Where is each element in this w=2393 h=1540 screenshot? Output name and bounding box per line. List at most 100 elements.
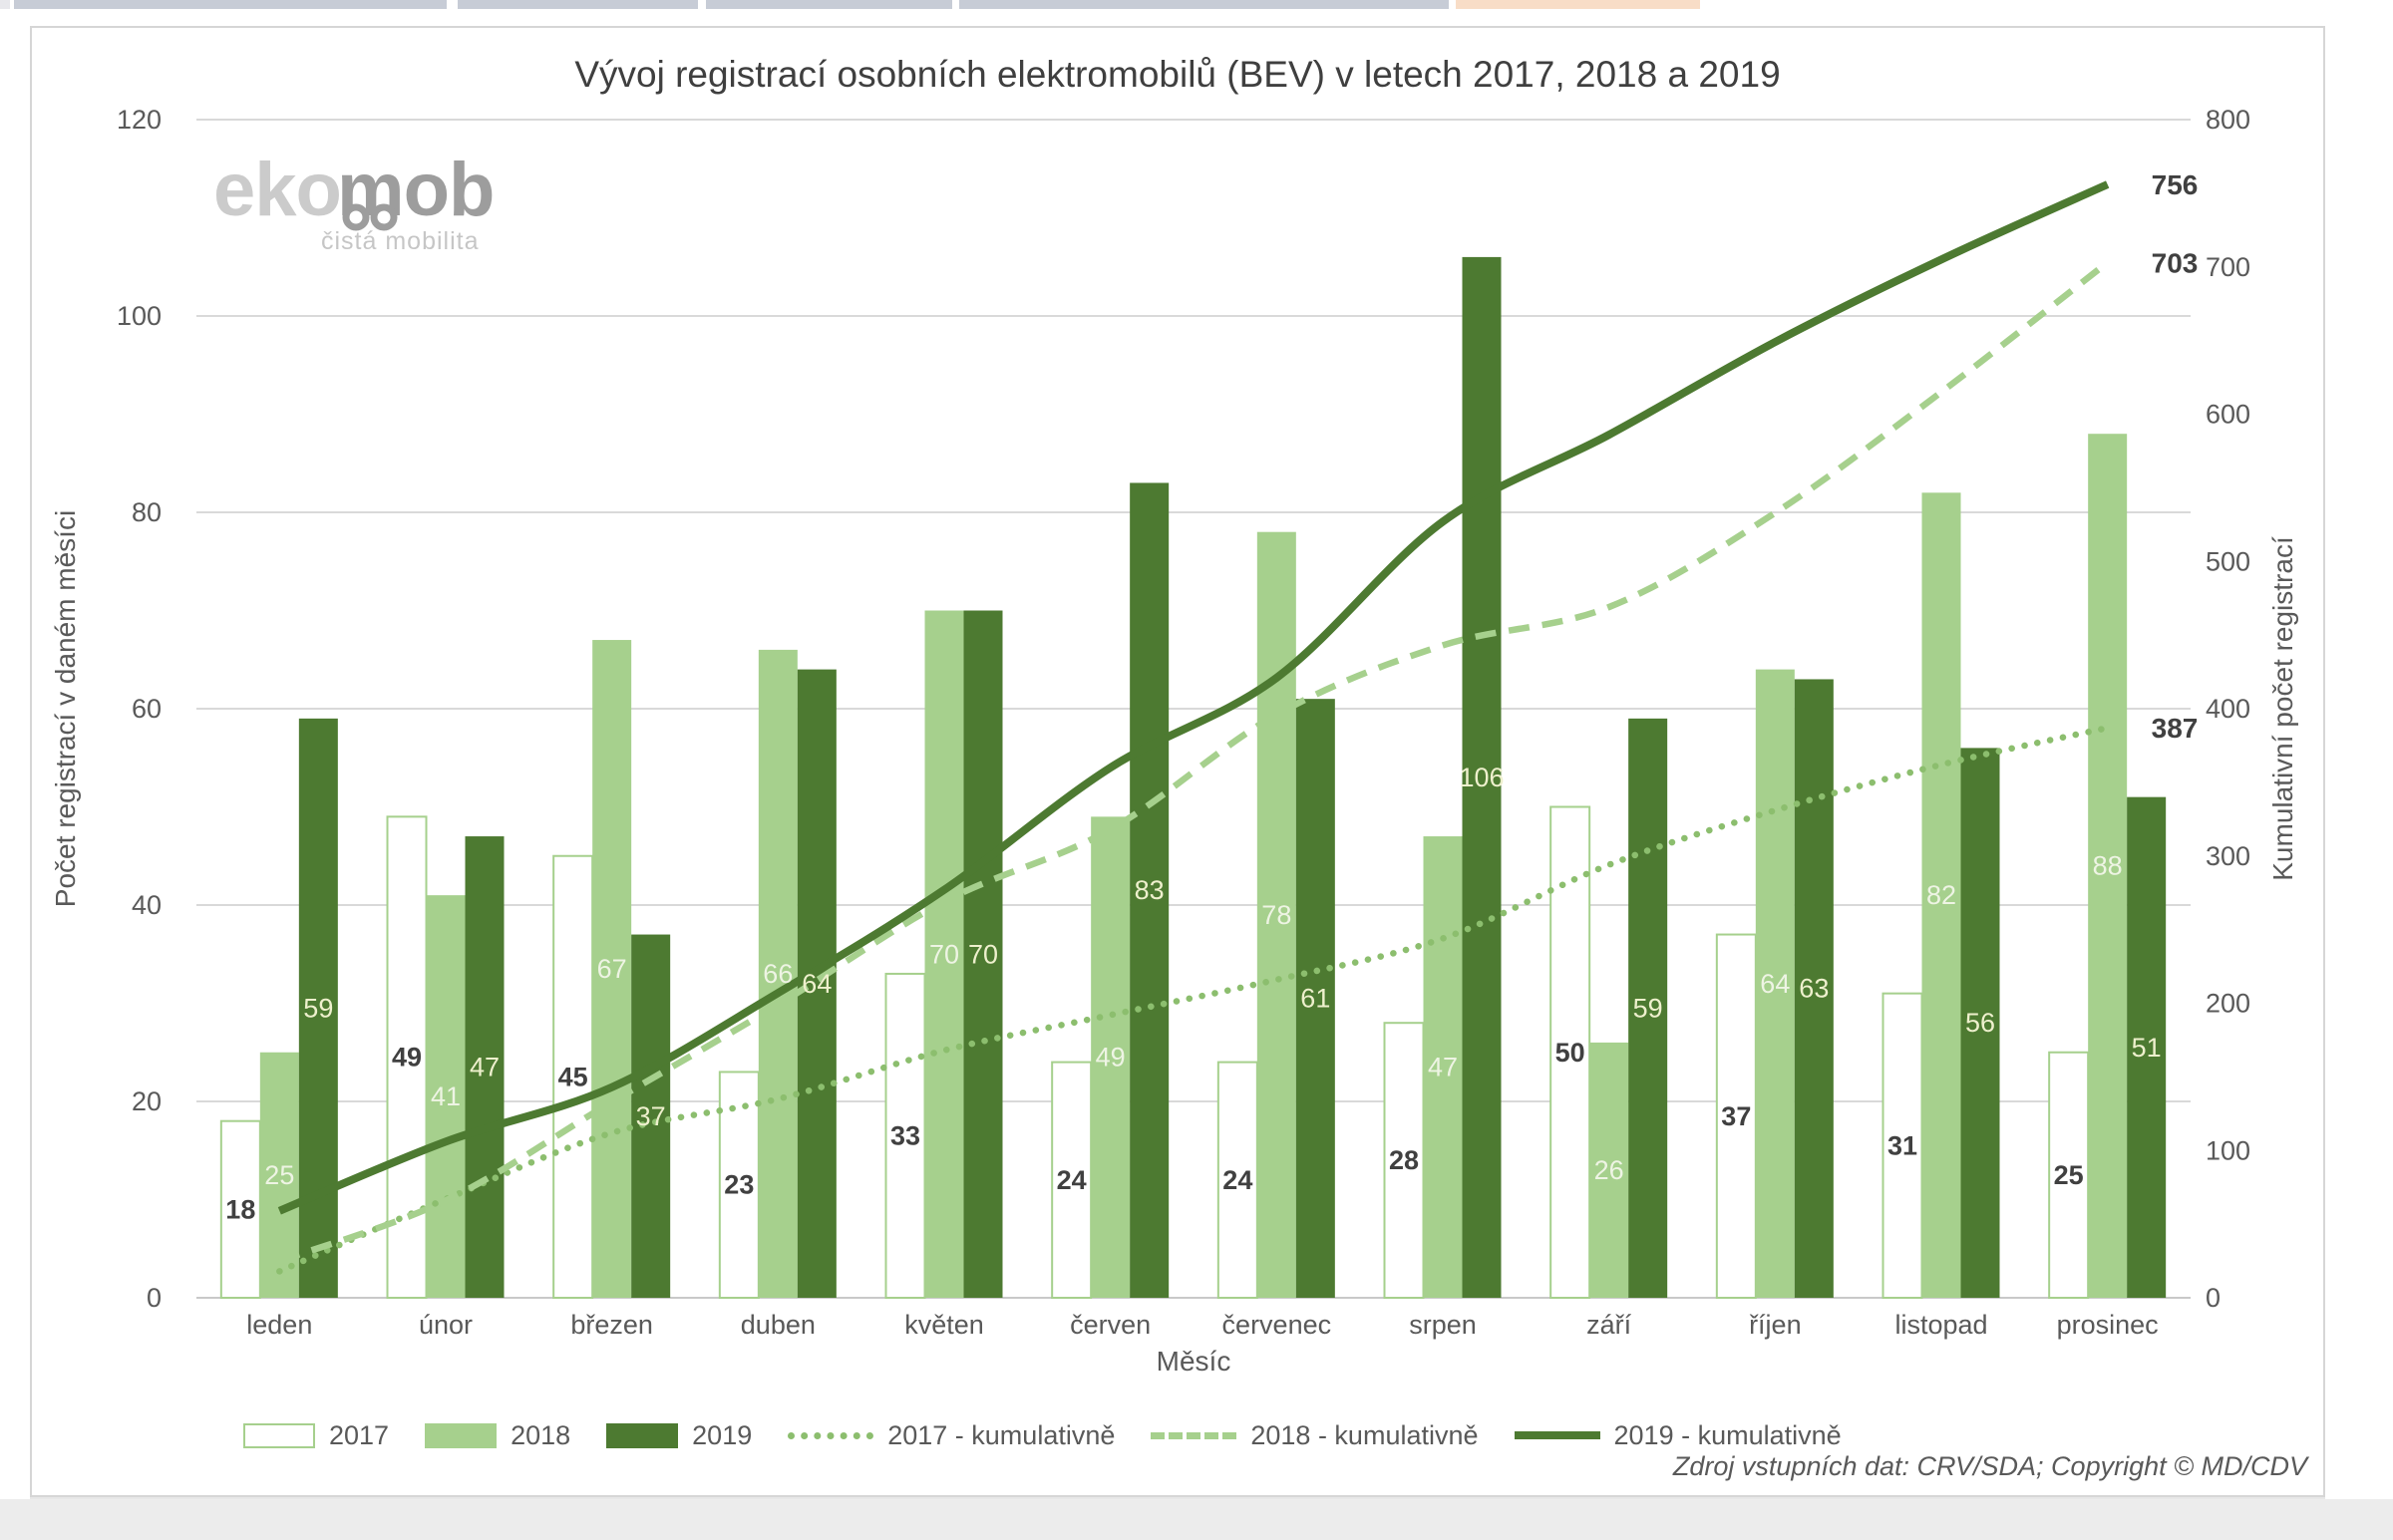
right-axis-tick-800: 800	[2206, 105, 2250, 135]
legend-label: 2018	[511, 1419, 571, 1450]
cumulative-line-2017	[276, 724, 2111, 1275]
bar-2019-srpen	[1462, 256, 1502, 1298]
bar-2018-červen	[1091, 816, 1131, 1298]
bar-2017-květen	[884, 972, 926, 1299]
bar-2019-únor	[465, 836, 505, 1298]
month-label-červen: červen	[1070, 1310, 1151, 1340]
legend-label: 2017 - kumulativně	[887, 1419, 1116, 1450]
bar-2017-leden	[219, 1119, 261, 1299]
month-label-listopad: listopad	[1894, 1310, 1987, 1340]
bar-2019-říjen	[1794, 679, 1834, 1298]
x-axis-title: Měsíc	[1156, 1346, 1231, 1377]
tab-fragment-2[interactable]	[458, 0, 698, 9]
right-axis-tick-500: 500	[2206, 546, 2250, 576]
bar-label-2017-červen: 24	[1057, 1165, 1087, 1195]
cumulative-line-2018	[278, 259, 2110, 1265]
bar-label-2019-duben: 64	[802, 969, 832, 999]
month-label-září: září	[1586, 1310, 1632, 1340]
tab-fragment-3[interactable]	[706, 0, 952, 9]
left-axis-tick-120: 120	[117, 105, 162, 135]
cumulative-line-2019	[277, 180, 2110, 1215]
chart-card: 387 703 756 18 25 59 49 41 47 45 67 37 23 66 64 33 70 70 2…	[30, 26, 2325, 1497]
bar-label-2017-únor: 49	[392, 1043, 422, 1073]
bar-label-2018-prosinec: 88	[2093, 851, 2123, 881]
bar-label-2017-září: 50	[1555, 1038, 1585, 1068]
right-axis-title: Kumulativní počet registrací	[2267, 536, 2298, 881]
tab-fragment-1[interactable]	[14, 0, 447, 9]
bar-2018-září	[1589, 1042, 1629, 1298]
month-label-únor: únor	[419, 1310, 473, 1340]
line-end-label-2017: 387	[2152, 713, 2199, 744]
month-label-leden: leden	[246, 1310, 312, 1340]
bar-2019-listopad	[1960, 748, 2000, 1298]
bar-2019-červenec	[1295, 699, 1335, 1298]
bar-label-2018-září: 26	[1594, 1155, 1624, 1185]
bar-label-2019-leden: 59	[303, 993, 333, 1023]
bar-2017-březen	[552, 854, 594, 1299]
bar-2019-duben	[797, 669, 837, 1298]
bar-label-2018-červenec: 78	[1261, 900, 1291, 930]
bar-2019-červen	[1130, 482, 1170, 1298]
bar-2019-prosinec	[2127, 796, 2167, 1298]
bar-label-2017-listopad: 31	[1887, 1130, 1917, 1160]
legend-item-2017: 2017	[243, 1420, 389, 1451]
legend-label: 2019	[692, 1419, 753, 1450]
legend-swatch-bar-2019	[606, 1422, 679, 1448]
month-label-květen: květen	[904, 1310, 984, 1340]
bar-2018-únor	[426, 895, 466, 1298]
source-copyright-text: Zdroj vstupních dat: CRV/SDA; Copyright …	[1672, 1451, 2307, 1481]
legend-swatch-bar-2018	[425, 1422, 498, 1448]
legend-label: 2017	[329, 1419, 390, 1450]
tab-fragment-0[interactable]	[0, 0, 10, 9]
right-axis-tick-400: 400	[2206, 694, 2250, 724]
chart-plot-area: 387 703 756 18 25 59 49 41 47 45 67 37 23 66 64 33 70 70 2…	[117, 105, 2250, 1340]
bar-2018-březen	[592, 640, 632, 1298]
bar-label-2018-říjen: 64	[1760, 969, 1790, 999]
legend-item-2017-kumulativn-: 2017 - kumulativně	[788, 1420, 1115, 1451]
bar-2017-listopad	[1881, 992, 1923, 1300]
month-label-říjen: říjen	[1749, 1310, 1802, 1340]
bar-label-2019-listopad: 56	[1965, 1008, 1995, 1038]
month-label-duben: duben	[741, 1310, 816, 1340]
bar-label-2017-prosinec: 25	[2054, 1160, 2084, 1190]
page-area-below-card	[0, 1499, 2393, 1540]
line-end-label-2019: 756	[2152, 169, 2199, 200]
legend-item-2018-kumulativn-: 2018 - kumulativně	[1151, 1419, 1479, 1451]
right-axis-tick-0: 0	[2206, 1283, 2221, 1313]
bar-2018-duben	[758, 649, 798, 1298]
right-axis-tick-300: 300	[2206, 841, 2250, 871]
bar-2018-listopad	[1921, 492, 1961, 1298]
bar-label-2019-prosinec: 51	[2132, 1033, 2162, 1063]
legend-swatch-bar-2017	[243, 1422, 315, 1448]
bar-label-2019-únor: 47	[470, 1053, 500, 1082]
bar-label-2018-červen: 49	[1096, 1043, 1126, 1073]
bar-2019-březen	[631, 934, 671, 1298]
bar-label-2019-červenec: 61	[1300, 984, 1330, 1014]
logo-wheel-icon	[342, 203, 370, 231]
bar-label-2019-září: 59	[1633, 993, 1663, 1023]
legend-label: 2018 - kumulativně	[1250, 1419, 1479, 1450]
bar-2019-květen	[963, 610, 1003, 1298]
bar-label-2017-leden: 18	[225, 1194, 255, 1224]
legend-swatch-line-dotted	[788, 1431, 874, 1439]
bar-2017-říjen	[1715, 933, 1757, 1299]
month-label-prosinec: prosinec	[2057, 1310, 2159, 1340]
line-end-label-2018: 703	[2152, 247, 2199, 278]
bar-label-2017-březen: 45	[558, 1062, 588, 1091]
bar-2018-květen	[924, 610, 964, 1298]
bar-label-2019-srpen: 106	[1459, 763, 1504, 792]
bar-label-2017-srpen: 28	[1389, 1145, 1419, 1175]
tab-fragment-5[interactable]	[1456, 0, 1700, 9]
bar-2017-duben	[718, 1071, 760, 1299]
tab-fragment-4[interactable]	[959, 0, 1449, 9]
right-axis-tick-200: 200	[2206, 989, 2250, 1019]
left-axis-tick-100: 100	[117, 301, 162, 331]
bar-2017-prosinec	[2048, 1051, 2090, 1299]
bar-label-2018-duben: 66	[763, 959, 793, 989]
month-label-březen: březen	[570, 1310, 653, 1340]
bar-label-2018-březen: 67	[597, 954, 627, 984]
bar-label-2018-leden: 25	[264, 1160, 294, 1190]
bar-2018-říjen	[1755, 669, 1795, 1298]
logo-wheel-icon	[370, 203, 398, 231]
left-axis-title: Počet registrací v daném měsíci	[50, 509, 81, 908]
